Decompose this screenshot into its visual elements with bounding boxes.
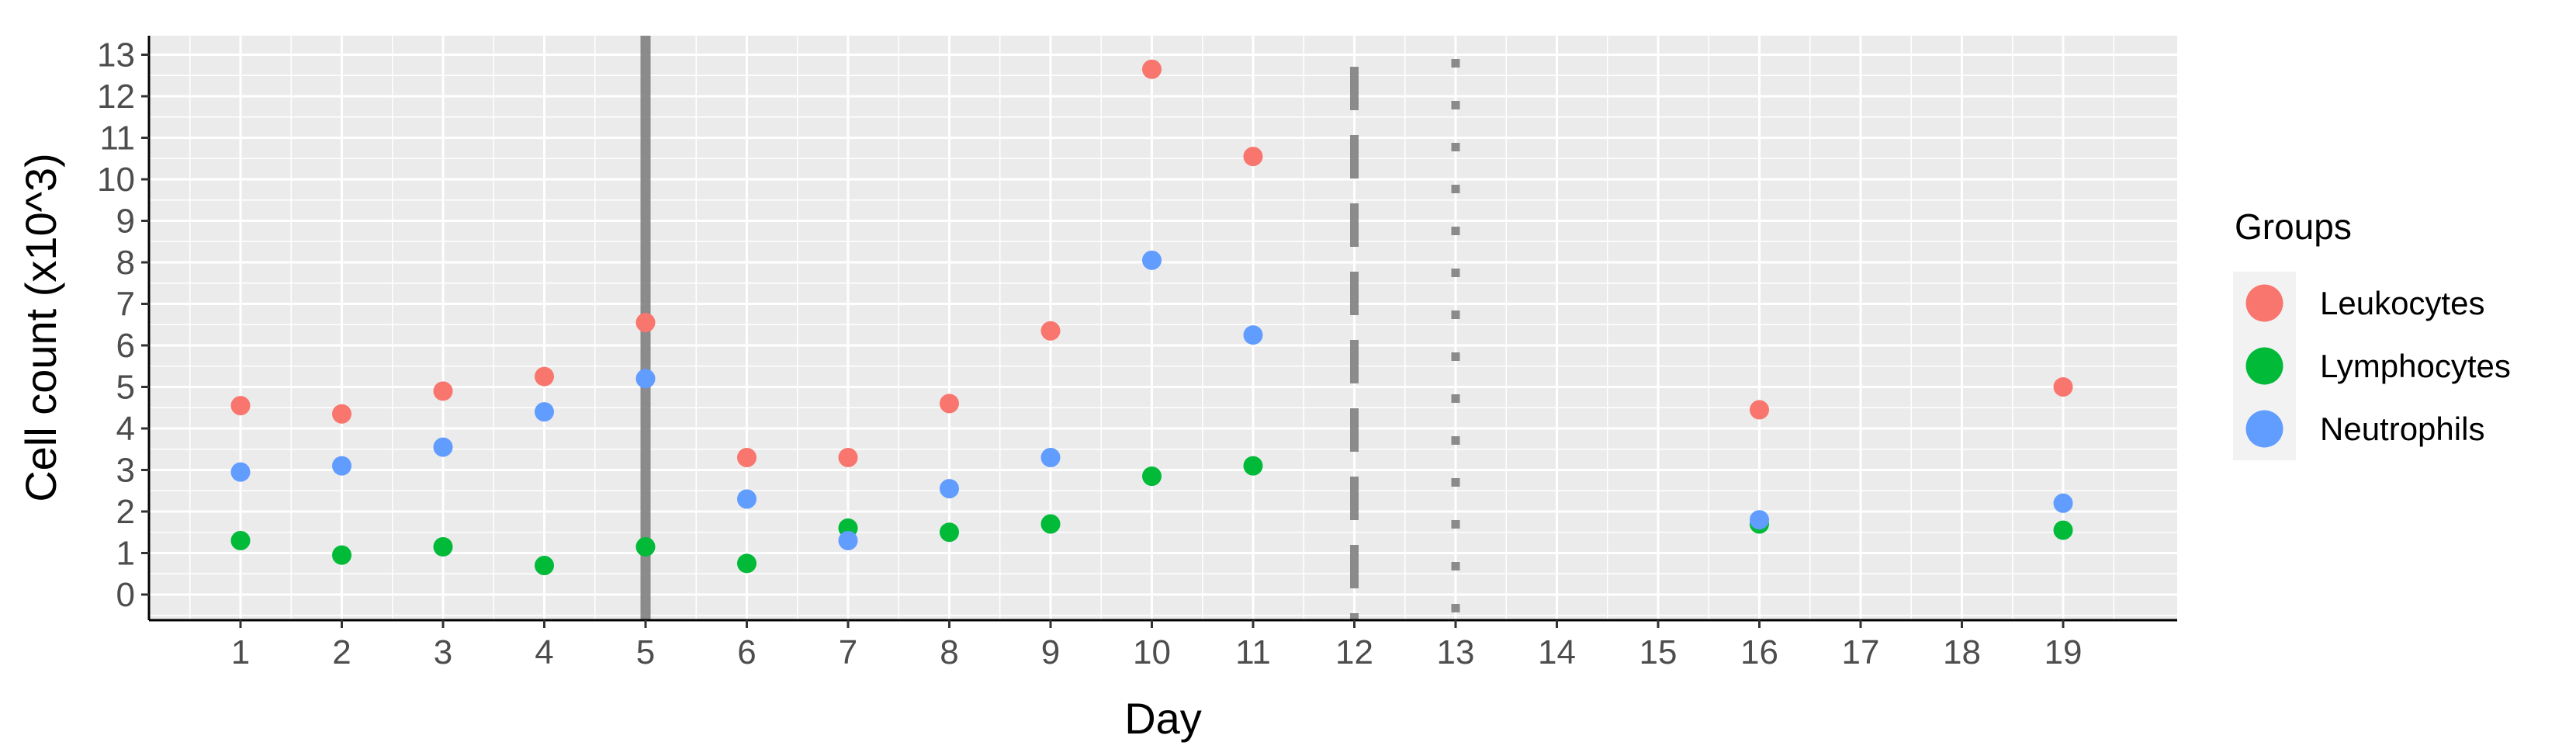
y-tick-label: 10: [97, 161, 135, 199]
y-tick-label: 4: [116, 410, 135, 448]
y-tick-label: 9: [116, 203, 135, 241]
x-tick-label: 3: [434, 633, 452, 671]
legend-title: Groups: [2235, 206, 2352, 247]
x-tick-label: 17: [1842, 633, 1880, 671]
point-lymphocytes: [1040, 514, 1061, 534]
y-tick-label: 8: [116, 244, 135, 282]
x-tick-label: 7: [839, 633, 857, 671]
point-neutrophils: [535, 402, 554, 422]
x-axis-title: Day: [1124, 694, 1202, 743]
y-tick-label: 7: [116, 286, 135, 324]
point-leukocytes: [1040, 321, 1061, 341]
legend-symbol-neutrophils: [2245, 410, 2283, 448]
point-lymphocytes: [535, 556, 554, 576]
y-tick-label: 3: [116, 452, 135, 490]
y-tick-label: 5: [116, 369, 135, 407]
point-leukocytes: [838, 447, 858, 467]
x-tick-label: 14: [1538, 633, 1576, 671]
legend-symbol-leukocytes: [2245, 284, 2283, 322]
point-neutrophils: [1040, 447, 1061, 467]
point-lymphocytes: [1142, 466, 1162, 487]
point-neutrophils: [838, 530, 858, 550]
x-tick-label: 19: [2045, 633, 2083, 671]
y-tick-label: 1: [116, 535, 135, 573]
x-tick-label: 8: [940, 633, 958, 671]
point-neutrophils: [433, 437, 453, 457]
point-neutrophils: [737, 489, 757, 509]
x-tick-label: 5: [636, 633, 655, 671]
point-neutrophils: [1243, 325, 1263, 345]
x-tick-label: 10: [1133, 633, 1171, 671]
y-tick-label: 2: [116, 493, 135, 531]
point-neutrophils: [1750, 510, 1769, 530]
x-tick-label: 11: [1235, 633, 1271, 671]
x-tick-label: 6: [737, 633, 756, 671]
x-tick-label: 1: [231, 633, 250, 671]
x-tick-label: 12: [1335, 633, 1373, 671]
point-leukocytes: [1243, 147, 1263, 167]
legend-label-lymphocytes: Lymphocytes: [2320, 348, 2511, 384]
point-leukocytes: [433, 381, 453, 401]
point-leukocytes: [230, 396, 251, 416]
x-tick-label: 2: [332, 633, 351, 671]
legend-label-neutrophils: Neutrophils: [2320, 411, 2484, 447]
point-leukocytes: [535, 366, 554, 387]
point-neutrophils: [230, 462, 251, 482]
point-leukocytes: [940, 394, 959, 414]
y-tick-label: 6: [116, 327, 135, 365]
point-lymphocytes: [230, 530, 251, 550]
point-lymphocytes: [635, 536, 656, 557]
point-leukocytes: [1142, 59, 1162, 79]
x-tick-label: 9: [1041, 633, 1060, 671]
axes: [147, 36, 2177, 622]
point-neutrophils: [1142, 250, 1162, 270]
point-lymphocytes: [2053, 520, 2073, 540]
point-neutrophils: [635, 369, 656, 389]
point-lymphocytes: [940, 522, 959, 543]
y-tick-label: 13: [97, 36, 135, 75]
point-leukocytes: [635, 313, 656, 333]
plot-panel: [149, 36, 2177, 620]
point-leukocytes: [1750, 400, 1769, 420]
point-neutrophils: [2053, 493, 2073, 513]
point-neutrophils: [332, 456, 351, 476]
x-tick-label: 18: [1943, 633, 1981, 671]
point-lymphocytes: [1243, 456, 1263, 476]
legend-label-leukocytes: Leukocytes: [2320, 285, 2484, 321]
point-leukocytes: [737, 447, 757, 467]
y-tick-label: 12: [97, 78, 135, 116]
y-axis-title: Cell count (x10^3): [16, 153, 65, 502]
x-tick-label: 16: [1740, 633, 1778, 671]
point-lymphocytes: [433, 536, 453, 557]
y-tick-label: 0: [116, 576, 135, 614]
y-tick-label: 11: [99, 120, 135, 158]
legend: Groups Leukocytes Lymphocytes Neutrophils: [2233, 206, 2511, 460]
x-axis-ticks: 1 2 3 4 5 6 7 8 9 10 11 12 13 14 15 16 17 18 19: [231, 620, 2083, 671]
point-lymphocytes: [332, 545, 351, 565]
minor-gridlines: [149, 36, 2177, 620]
point-lymphocytes: [737, 553, 757, 574]
legend-symbol-lymphocytes: [2245, 347, 2283, 385]
x-tick-label: 13: [1437, 633, 1475, 671]
x-tick-label: 4: [535, 633, 553, 671]
point-leukocytes: [2053, 377, 2073, 397]
data-points: [230, 59, 2073, 576]
point-neutrophils: [940, 479, 959, 499]
x-tick-label: 15: [1639, 633, 1678, 671]
point-leukocytes: [332, 404, 351, 424]
